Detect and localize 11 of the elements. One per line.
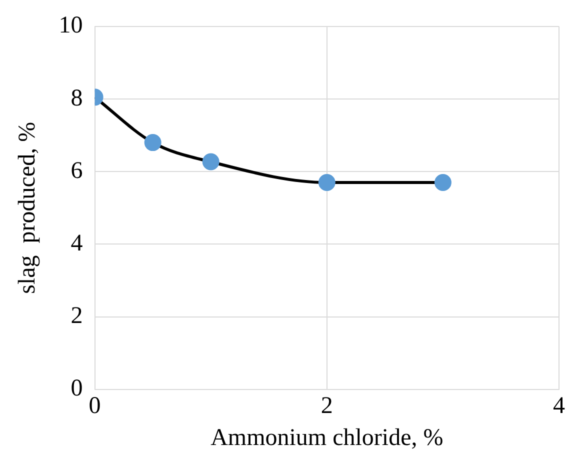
y-tick-label: 6	[70, 158, 83, 184]
x-tick-label: 4	[553, 393, 565, 420]
y-tick-label: 0	[70, 376, 83, 402]
y-tick-label: 8	[70, 85, 83, 112]
x-tick-label: 0	[88, 393, 101, 420]
x-tick-label: 2	[320, 393, 333, 420]
x-axis-title: Ammonium chloride, %	[210, 424, 444, 451]
y-tick-label: 2	[70, 303, 83, 330]
y-axis-title: slag produced, %	[14, 122, 41, 294]
y-tick-label: 4	[70, 230, 83, 256]
y-tick-label: 10	[58, 12, 83, 39]
